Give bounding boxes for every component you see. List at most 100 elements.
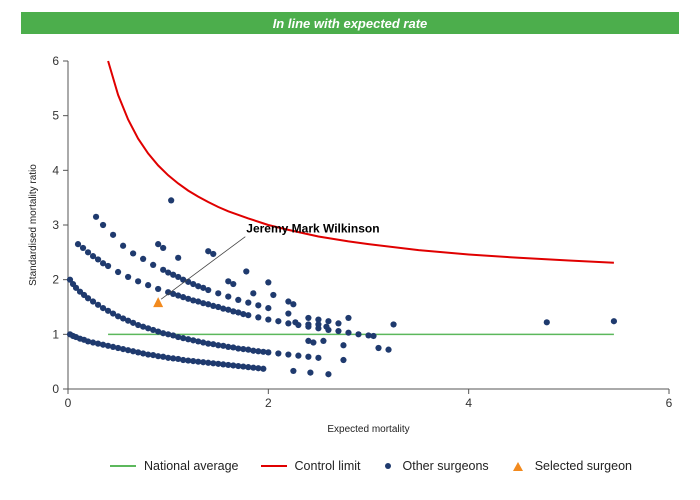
other-surgeon-point xyxy=(195,338,202,345)
other-surgeon-point xyxy=(190,337,197,344)
other-surgeon-point xyxy=(210,341,217,348)
other-surgeon-point xyxy=(390,321,397,328)
x-tick-label: 0 xyxy=(65,396,72,410)
other-surgeon-point xyxy=(114,344,122,352)
annotation-label: Jeremy Mark Wilkinson xyxy=(246,222,379,236)
other-surgeon-point xyxy=(543,319,550,326)
other-surgeon-point xyxy=(235,296,242,303)
other-surgeon-point xyxy=(119,345,127,353)
other-surgeon-point xyxy=(305,353,312,360)
other-surgeon-point xyxy=(370,332,377,340)
other-surgeon-point xyxy=(210,302,217,310)
other-surgeon-point xyxy=(135,321,142,329)
other-surgeon-point xyxy=(165,269,172,276)
other-surgeon-point xyxy=(94,340,102,347)
other-surgeon-point xyxy=(250,364,257,371)
other-surgeon-point xyxy=(109,310,117,317)
other-surgeon-point xyxy=(220,305,227,312)
other-surgeon-point xyxy=(245,299,252,306)
x-tick-label: 2 xyxy=(265,396,272,410)
other-surgeon-point xyxy=(99,341,107,348)
other-surgeon-point xyxy=(160,353,167,360)
other-surgeon-point xyxy=(215,303,222,311)
x-tick-label: 6 xyxy=(666,396,673,410)
other-surgeon-point xyxy=(150,326,157,334)
other-surgeon-point xyxy=(190,297,197,304)
other-surgeon-point xyxy=(114,313,122,320)
other-surgeon-point xyxy=(240,363,247,370)
other-surgeon-point xyxy=(230,344,237,351)
other-surgeon-point xyxy=(140,350,147,357)
other-surgeon-point xyxy=(315,321,322,328)
other-surgeon-point xyxy=(225,293,232,300)
other-surgeon-point xyxy=(340,342,347,349)
legend-item-other-surgeons: Other surgeons xyxy=(383,459,489,473)
other-surgeon-point xyxy=(290,367,297,375)
legend-label-control-limit: Control limit xyxy=(294,459,361,473)
other-surgeon-point xyxy=(89,339,97,346)
other-surgeon-point xyxy=(66,276,74,283)
other-surgeon-point xyxy=(99,221,107,229)
other-surgeon-point xyxy=(315,354,322,361)
x-axis-title: Expected mortality xyxy=(327,424,409,435)
other-surgeon-point xyxy=(275,318,282,325)
other-surgeon-point xyxy=(200,359,207,366)
other-surgeon-point xyxy=(175,292,182,299)
other-surgeon-point xyxy=(99,304,107,312)
other-surgeon-point xyxy=(175,273,182,281)
other-surgeon-point xyxy=(240,345,247,353)
other-surgeon-point xyxy=(185,357,192,364)
other-surgeon-point xyxy=(79,244,87,252)
other-surgeon-point xyxy=(89,298,97,305)
other-surgeon-point xyxy=(315,316,322,323)
chart-legend: National average Control limit Other sur… xyxy=(110,459,654,473)
other-surgeon-point xyxy=(305,337,312,344)
other-surgeon-point xyxy=(220,361,227,368)
other-surgeon-point xyxy=(92,213,100,220)
other-surgeon-point xyxy=(135,278,142,285)
other-surgeon-point xyxy=(170,290,177,297)
other-surgeon-point xyxy=(140,255,147,262)
other-surgeon-point xyxy=(145,282,152,289)
other-surgeon-point xyxy=(255,314,262,321)
other-surgeon-point xyxy=(104,307,112,314)
other-surgeon-point xyxy=(195,298,202,305)
other-surgeon-point xyxy=(320,337,327,344)
other-surgeon-point xyxy=(99,260,107,267)
other-surgeon-point xyxy=(84,338,92,345)
other-surgeon-point xyxy=(290,301,297,308)
other-surgeon-point xyxy=(205,340,212,347)
other-surgeon-point xyxy=(305,321,312,328)
other-surgeon-point xyxy=(119,315,127,322)
other-surgeon-point xyxy=(270,291,277,299)
other-surgeon-point xyxy=(160,244,167,252)
other-surgeon-point xyxy=(145,325,152,332)
other-surgeon-point xyxy=(180,294,187,301)
other-surgeon-point xyxy=(84,249,92,256)
other-surgeon-point xyxy=(323,323,330,330)
other-surgeon-point xyxy=(168,197,175,204)
other-surgeon-point xyxy=(72,284,80,291)
result-banner: In line with expected rate xyxy=(21,12,679,34)
other-surgeon-point xyxy=(180,335,187,342)
other-surgeon-point xyxy=(345,329,352,336)
other-surgeon-point xyxy=(230,308,237,315)
other-surgeon-point xyxy=(125,347,132,354)
other-surgeon-point xyxy=(210,360,217,367)
other-surgeon-point xyxy=(170,332,177,339)
other-surgeon-point xyxy=(109,231,117,238)
other-surgeon-point xyxy=(265,304,272,312)
other-surgeon-point xyxy=(225,343,232,351)
y-tick-label: 3 xyxy=(52,218,59,232)
other-surgeon-point xyxy=(240,311,247,318)
other-surgeon-point xyxy=(150,352,157,359)
other-surgeon-point xyxy=(385,346,392,353)
selected-surgeon-point xyxy=(153,297,164,308)
other-surgeon-point xyxy=(135,349,142,356)
other-surgeon-point xyxy=(175,355,182,363)
other-surgeon-point xyxy=(155,285,162,293)
other-surgeon-point xyxy=(119,242,127,249)
y-tick-label: 6 xyxy=(52,54,59,68)
other-surgeon-point xyxy=(130,319,137,326)
other-surgeon-point xyxy=(160,266,167,273)
